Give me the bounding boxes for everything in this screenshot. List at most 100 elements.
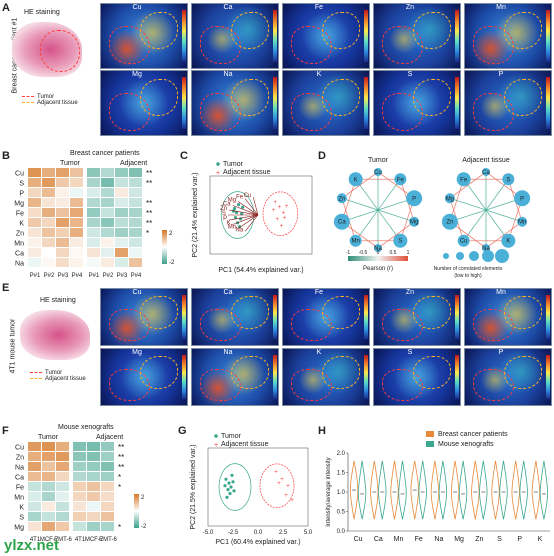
- heat-cell: [129, 258, 142, 267]
- tumor-point: [223, 484, 227, 488]
- panel-e-label: E: [2, 282, 10, 294]
- x-category: Cu: [354, 536, 363, 543]
- heat-cell: [115, 198, 128, 207]
- violin-mouse: [398, 460, 407, 520]
- heat-cell: [87, 442, 100, 451]
- heat-cell: [129, 228, 142, 237]
- x-tick: -5.0: [203, 530, 214, 536]
- adjacent-outline: [230, 78, 269, 116]
- heatmap-f-group-tumor: Tumor: [38, 434, 58, 441]
- legend-patients: Breast cancer patients: [438, 431, 508, 438]
- scale-bottom: -2: [141, 524, 147, 530]
- legend-e-tumor: Tumor: [45, 370, 63, 376]
- map-title: Cu: [132, 4, 142, 11]
- mouse-side-label: 4T1 mouse tumor: [9, 318, 17, 374]
- heat-cell: [42, 522, 55, 531]
- x-category: S: [497, 536, 502, 543]
- heat-cell: [101, 452, 114, 461]
- heat-cell: [70, 168, 83, 177]
- heat-cell: [56, 178, 69, 187]
- violin-mouse: [438, 460, 448, 520]
- legend-a-tumor: Tumor: [37, 94, 55, 100]
- colorbar: [273, 295, 277, 339]
- network-node-label: Fe: [397, 177, 405, 183]
- heat-cell: [42, 208, 55, 217]
- col-label: P#1: [89, 273, 100, 278]
- heat-cell: [56, 258, 69, 267]
- pearson-scale: [348, 256, 408, 261]
- network-node: [502, 173, 515, 186]
- heat-cell: [129, 218, 142, 227]
- heat-cell: [42, 462, 55, 471]
- heat-cell: [70, 188, 83, 197]
- heat-cell: [56, 502, 69, 511]
- adjacent-point: +: [271, 208, 275, 214]
- heat-cell: [42, 228, 55, 237]
- colorbar: [273, 10, 277, 62]
- col-label: P#4: [72, 273, 83, 278]
- col-label: EMT-6: [99, 537, 117, 543]
- heat-cell: [56, 462, 69, 471]
- row-label-Mn: Mn: [14, 495, 24, 502]
- heat-cell: [73, 452, 86, 461]
- he-staining-title-e: HE staining: [40, 297, 76, 304]
- col-label: P#2: [44, 273, 55, 278]
- heat-cell: [87, 198, 100, 207]
- adjacent-point: +: [280, 477, 284, 483]
- map-fe-mapsE: Fe: [282, 288, 370, 346]
- colorbar: [364, 77, 368, 129]
- heat-cell: [28, 502, 41, 511]
- adjacent-point: +: [278, 205, 282, 211]
- heat-cell: [115, 178, 128, 187]
- network-node-label: K: [506, 239, 510, 245]
- network-node-label: Zn: [446, 220, 453, 226]
- network-node-label: Zn: [338, 196, 345, 202]
- colorbar: [182, 295, 186, 339]
- colorbar: [182, 355, 186, 399]
- heat-cell: [73, 462, 86, 471]
- legend-a: Tumor Adjacent tissue: [22, 94, 78, 106]
- map-title: Na: [223, 349, 233, 356]
- heat-cell: [87, 188, 100, 197]
- heat-cell: [101, 492, 114, 501]
- legend-adjacent: Adjacent tissue: [223, 169, 271, 176]
- panel-d-label: D: [318, 150, 326, 162]
- col-label: P#1: [30, 273, 41, 278]
- col-label: MCF-7: [40, 537, 59, 543]
- heat-cell: [56, 442, 69, 451]
- heat-cell: [101, 512, 114, 521]
- network-d: Tumor Cu Fe P Mg S Na Mn Ca Zn K Adjacent tissue Ca S…: [333, 157, 531, 279]
- adjacent-outline: [321, 355, 360, 389]
- violin-mouse: [479, 460, 488, 520]
- row-label-Mg: Mg: [14, 201, 24, 208]
- map-na-mapsA: Na: [191, 70, 279, 136]
- network-node: [444, 193, 455, 204]
- row-label-Zn: Zn: [16, 455, 24, 462]
- heat-cell: [101, 472, 114, 481]
- adjacent-point: +: [274, 200, 278, 206]
- heat-cell: [42, 188, 55, 197]
- heat-cell: [87, 522, 100, 531]
- loading-arrow: [244, 198, 259, 216]
- adjacent-outline: [321, 78, 360, 116]
- pearson-tick: 0: [377, 250, 380, 256]
- network-node-label: S: [506, 177, 510, 183]
- heat-cell: [101, 238, 114, 247]
- colorbar: [455, 77, 459, 129]
- legend-adjacent-swatch: +: [214, 442, 218, 449]
- heat-cell: [28, 188, 41, 197]
- adjacent-outline: [230, 295, 269, 329]
- heat-cell: [129, 188, 142, 197]
- loading-arrow: [229, 214, 258, 221]
- heat-cell: [56, 168, 69, 177]
- map-title: Mg: [132, 349, 142, 356]
- col-label: MCF-7: [85, 537, 104, 543]
- sig-mark: **: [118, 453, 124, 462]
- violin-mouse: [519, 460, 528, 520]
- legend-tumor-swatch: [214, 434, 218, 438]
- heat-cell: [42, 442, 55, 451]
- violin-mouse: [539, 460, 549, 520]
- heat-scale: [162, 230, 167, 264]
- scale-bottom: -2: [169, 260, 175, 266]
- legend-e: Tumor Adjacent tissue: [30, 370, 86, 382]
